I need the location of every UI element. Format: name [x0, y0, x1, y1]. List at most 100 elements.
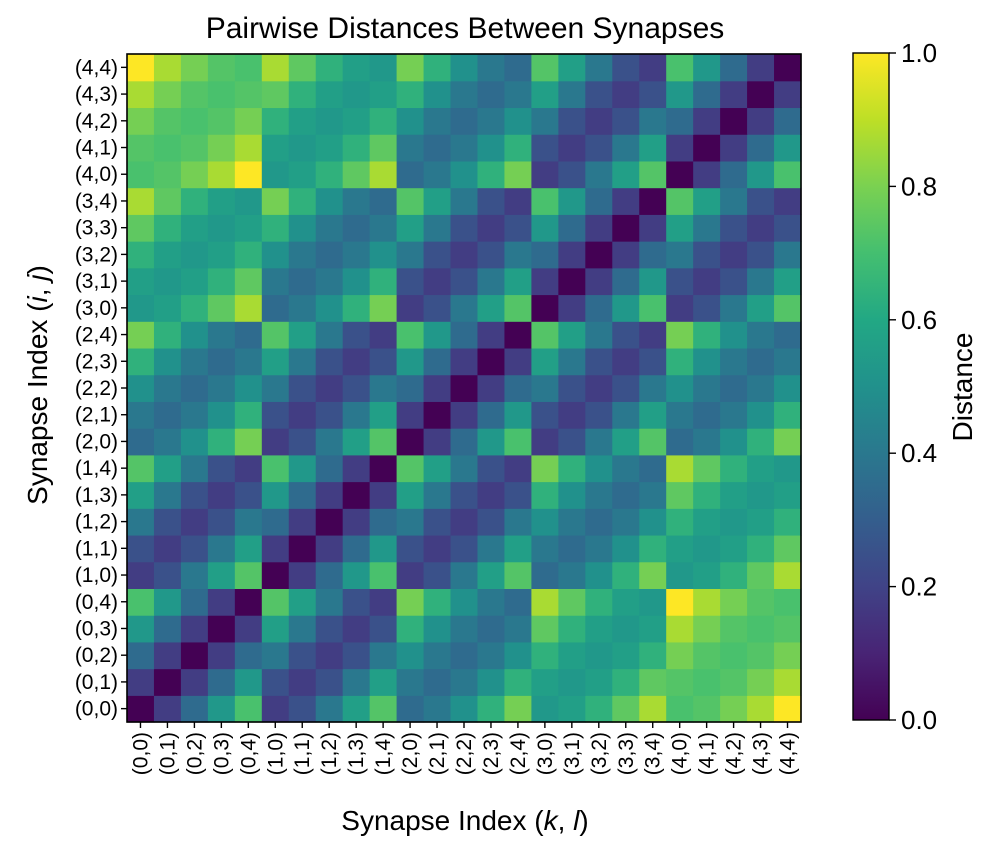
heatmap-cell — [127, 695, 155, 723]
heatmap-cell — [261, 454, 290, 483]
heatmap-cell — [477, 321, 506, 349]
heatmap-cell — [504, 428, 532, 456]
heatmap-cell — [504, 534, 532, 563]
heatmap-cell — [234, 214, 263, 242]
heatmap-cell — [450, 134, 479, 162]
heatmap-cell — [585, 347, 613, 376]
heatmap-cell — [747, 374, 775, 402]
heatmap-cell — [369, 534, 398, 563]
heatmap-cell — [612, 294, 640, 322]
heatmap-cell — [261, 588, 290, 616]
heatmap-cell — [639, 347, 667, 376]
heatmap-cell — [127, 588, 155, 616]
heatmap-cell — [153, 534, 182, 563]
heatmap-cell — [288, 160, 317, 189]
heatmap-cell — [342, 214, 371, 242]
heatmap-cell — [612, 508, 640, 536]
y-tick-label: (1,2) — [75, 511, 118, 534]
heatmap-cell — [558, 534, 586, 563]
heatmap-cell — [234, 294, 263, 322]
heatmap-cell — [261, 508, 290, 536]
x-tick-label: (3,4) — [642, 732, 665, 775]
heatmap-cell — [234, 508, 263, 536]
heatmap-cell — [531, 267, 559, 296]
heatmap-cell — [423, 695, 452, 723]
heatmap-cell — [153, 588, 182, 616]
heatmap-cell — [207, 187, 236, 215]
x-tick-label: (1,4) — [372, 732, 395, 775]
heatmap-cell — [450, 615, 479, 643]
heatmap-cell — [396, 428, 425, 456]
heatmap-cell — [666, 428, 694, 456]
heatmap-cell — [504, 588, 532, 616]
heatmap-cell — [558, 588, 586, 616]
heatmap-cell — [693, 107, 721, 135]
heatmap-cell — [477, 641, 506, 670]
heatmap-cell — [342, 588, 371, 616]
heatmap-cell — [747, 54, 775, 82]
heatmap-cell — [747, 187, 775, 215]
heatmap-cell — [315, 534, 344, 563]
heatmap-cell — [666, 107, 694, 135]
heatmap-cell — [666, 214, 694, 242]
heatmap-cell — [774, 267, 802, 296]
heatmap-cell — [342, 374, 371, 402]
heatmap-cell — [127, 428, 155, 456]
heatmap-cell — [369, 80, 398, 109]
heatmap-cell — [342, 80, 371, 109]
x-tick-label: (3,3) — [615, 732, 638, 775]
heatmap-cell — [693, 241, 721, 269]
heatmap-cell — [153, 481, 182, 509]
y-tick-label: (4,2) — [75, 110, 118, 133]
heatmap-cell — [558, 508, 586, 536]
heatmap-cell — [450, 214, 479, 242]
heatmap-cell — [477, 561, 506, 589]
heatmap-cell — [477, 615, 506, 643]
x-tick-label: (0,1) — [156, 732, 179, 775]
heatmap-cell — [747, 534, 775, 563]
heatmap-cell — [558, 134, 586, 162]
heatmap-cell — [396, 401, 425, 429]
heatmap-cell — [531, 80, 559, 109]
y-tick-label: (2,4) — [75, 324, 118, 347]
heatmap-cell — [423, 615, 452, 643]
heatmap-cell — [585, 454, 613, 483]
heatmap-cell — [747, 267, 775, 296]
heatmap-cell — [396, 615, 425, 643]
heatmap-cell — [234, 107, 263, 135]
heatmap-cell — [720, 534, 748, 563]
heatmap-cell — [423, 508, 452, 536]
heatmap-cell — [585, 187, 613, 215]
heatmap-cell — [153, 267, 182, 296]
heatmap-cell — [531, 668, 559, 696]
heatmap-cell — [207, 347, 236, 376]
heatmap-cell — [369, 508, 398, 536]
heatmap-cell — [261, 294, 290, 322]
heatmap-cell — [288, 481, 317, 509]
heatmap-cell — [180, 134, 209, 162]
heatmap-cell — [477, 294, 506, 322]
heatmap-cell — [450, 54, 479, 82]
heatmap-cell — [369, 668, 398, 696]
heatmap-cell — [693, 401, 721, 429]
heatmap-cell — [585, 641, 613, 670]
heatmap-cell — [531, 347, 559, 376]
heatmap-cell — [423, 107, 452, 135]
heatmap-cell — [450, 695, 479, 723]
heatmap-cell — [127, 481, 155, 509]
heatmap-cell — [693, 214, 721, 242]
heatmap-cell — [207, 54, 236, 82]
heatmap-cell — [693, 160, 721, 189]
heatmap-cell — [666, 588, 694, 616]
heatmap-cell — [666, 241, 694, 269]
heatmap-cell — [234, 641, 263, 670]
heatmap-cell — [531, 214, 559, 242]
colorbar-tick-label: 0.8 — [901, 171, 937, 201]
heatmap-cell — [153, 214, 182, 242]
heatmap-cell — [450, 428, 479, 456]
heatmap-cell — [207, 241, 236, 269]
heatmap-cell — [127, 321, 155, 349]
heatmap-cell — [261, 321, 290, 349]
heatmap-cell — [558, 241, 586, 269]
heatmap-cell — [261, 561, 290, 589]
